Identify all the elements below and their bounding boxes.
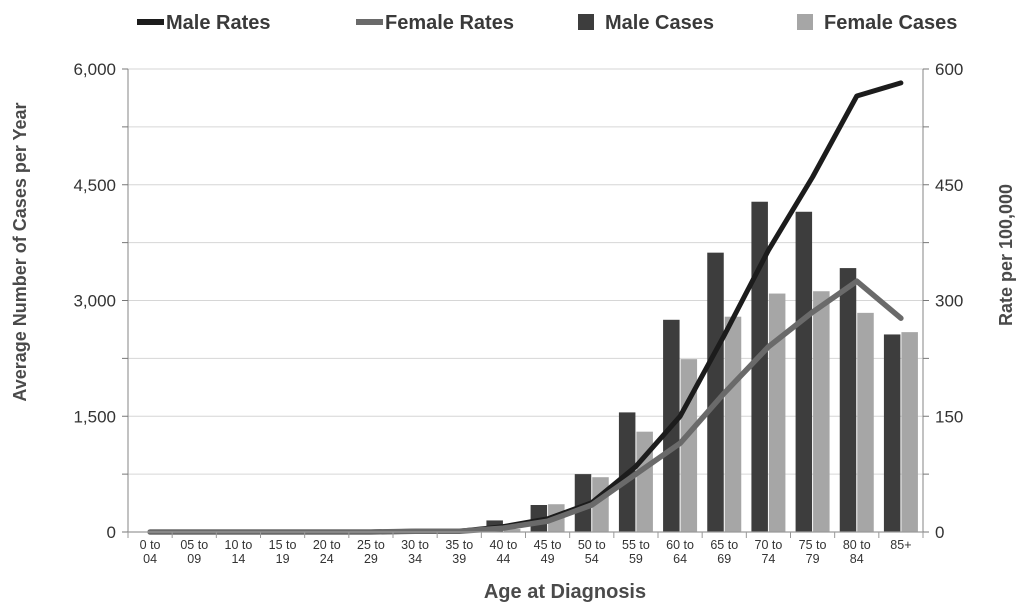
x-tick-label: 30 to bbox=[401, 538, 429, 552]
x-tick-label: 50 to bbox=[578, 538, 606, 552]
x-tick-label: 80 to bbox=[843, 538, 871, 552]
x-tick-label: 40 to bbox=[490, 538, 518, 552]
y-tick-label: 4,500 bbox=[73, 176, 116, 195]
x-tick-label: 84 bbox=[850, 552, 864, 566]
y-tick-label: 1,500 bbox=[73, 407, 116, 426]
x-tick-label: 59 bbox=[629, 552, 643, 566]
y2-axis-title: Rate per 100,000 bbox=[996, 184, 1016, 326]
legend-swatch-box bbox=[797, 14, 813, 30]
tick-labels: 0 1,500 3,000 4,500 6,000 0 150 300 450 600 0 to04… bbox=[73, 60, 963, 566]
x-tick-label: 09 bbox=[187, 552, 201, 566]
x-tick-label: 20 to bbox=[313, 538, 341, 552]
y-tick-label: 6,000 bbox=[73, 60, 116, 79]
bar-male-cases bbox=[883, 334, 901, 532]
legend-label: Male Rates bbox=[166, 12, 271, 34]
x-axis-title: Age at Diagnosis bbox=[484, 581, 646, 602]
x-tick-label: 65 to bbox=[710, 538, 738, 552]
x-tick-label: 45 to bbox=[534, 538, 562, 552]
bar-female-cases bbox=[813, 291, 830, 532]
x-tick-label: 19 bbox=[276, 552, 290, 566]
y-axis-title: Average Number of Cases per Year bbox=[10, 102, 30, 401]
x-tick-label: 24 bbox=[320, 552, 334, 566]
x-tick-label: 35 to bbox=[445, 538, 473, 552]
legend-label: Female Rates bbox=[385, 12, 514, 34]
line-female-rates bbox=[147, 278, 904, 535]
x-tick-label: 54 bbox=[585, 552, 599, 566]
x-tick-label: 14 bbox=[231, 552, 245, 566]
y2-tick-label: 0 bbox=[935, 523, 944, 542]
bar-male-cases bbox=[795, 211, 813, 532]
bar-female-cases bbox=[503, 528, 521, 532]
gridlines bbox=[128, 68, 923, 475]
legend-swatch-box bbox=[578, 14, 594, 30]
x-tick-label: 04 bbox=[143, 552, 157, 566]
bar-male-cases bbox=[574, 474, 592, 532]
bar-female-cases bbox=[680, 359, 698, 532]
x-tick-label: 70 to bbox=[755, 538, 783, 552]
bar-female-cases bbox=[857, 312, 874, 532]
legend-swatch-line bbox=[356, 19, 383, 25]
y-tick-label: 0 bbox=[107, 523, 116, 542]
bar-female-cases bbox=[636, 431, 653, 532]
bar-female-cases bbox=[768, 293, 786, 532]
line-male-rates bbox=[147, 80, 904, 535]
x-tick-label: 10 to bbox=[225, 538, 253, 552]
bars bbox=[486, 201, 918, 532]
x-tick-label: 85+ bbox=[890, 538, 911, 552]
x-tick-label: 25 to bbox=[357, 538, 385, 552]
legend-label: Female Cases bbox=[824, 12, 957, 34]
rate-lines bbox=[147, 80, 904, 535]
x-tick-label: 29 bbox=[364, 552, 378, 566]
y2-tick-label: 600 bbox=[935, 60, 963, 79]
y-tick-label: 3,000 bbox=[73, 292, 116, 311]
x-tick-label: 55 to bbox=[622, 538, 650, 552]
bar-male-cases bbox=[839, 268, 857, 532]
legend: Male Rates Female Rates Male Cases Female C… bbox=[137, 12, 957, 34]
y2-tick-label: 300 bbox=[935, 292, 963, 311]
x-tick-label: 0 to bbox=[140, 538, 161, 552]
y2-tick-label: 450 bbox=[935, 176, 963, 195]
legend-label: Male Cases bbox=[605, 12, 714, 34]
bar-female-cases bbox=[901, 332, 918, 532]
legend-swatch-line bbox=[137, 19, 164, 25]
x-tick-label: 39 bbox=[452, 552, 466, 566]
x-tick-label: 69 bbox=[717, 552, 731, 566]
x-tick-label: 15 to bbox=[269, 538, 297, 552]
axes bbox=[122, 68, 929, 538]
x-tick-label: 64 bbox=[673, 552, 687, 566]
x-tick-label: 05 to bbox=[180, 538, 208, 552]
x-tick-label: 75 to bbox=[799, 538, 827, 552]
y2-tick-label: 150 bbox=[935, 407, 963, 426]
x-tick-label: 44 bbox=[496, 552, 510, 566]
bar-female-cases bbox=[724, 316, 742, 532]
x-tick-label: 79 bbox=[806, 552, 820, 566]
bar-male-cases bbox=[751, 201, 768, 532]
x-tick-label: 49 bbox=[541, 552, 555, 566]
x-tick-label: 60 to bbox=[666, 538, 694, 552]
x-tick-label: 34 bbox=[408, 552, 422, 566]
bar-male-cases bbox=[707, 252, 724, 532]
x-tick-label: 74 bbox=[761, 552, 775, 566]
